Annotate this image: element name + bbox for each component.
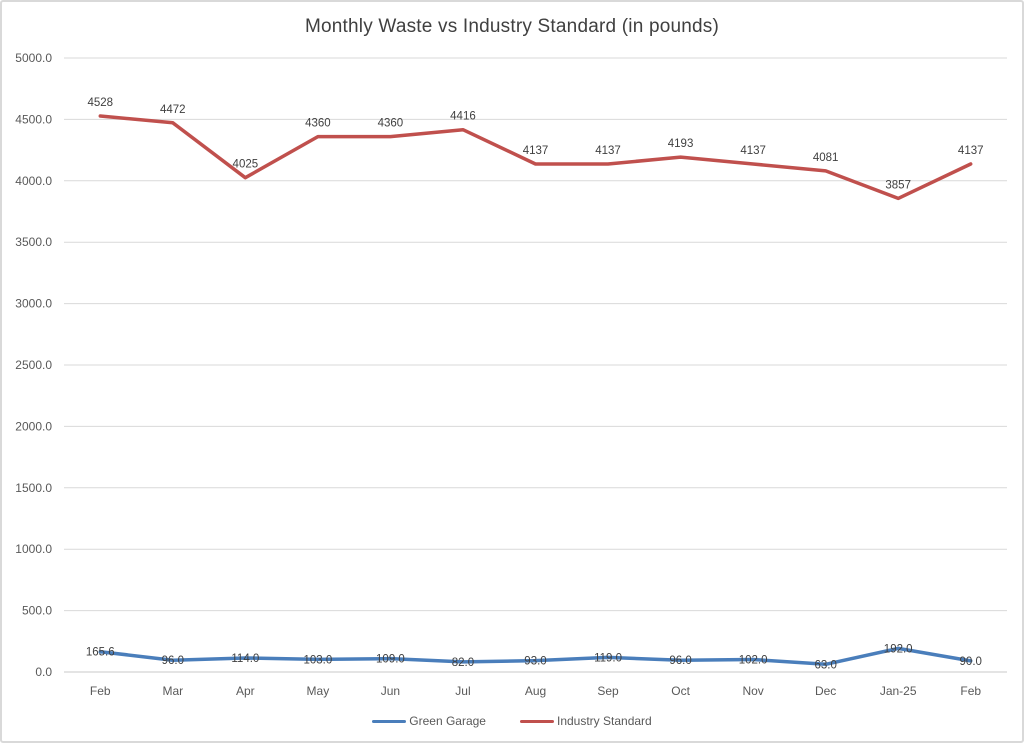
data-point-label: 4137 bbox=[595, 145, 621, 157]
data-point-label: 4472 bbox=[160, 104, 186, 116]
data-point-label: 93.0 bbox=[524, 656, 546, 668]
y-axis-tick-label: 0.0 bbox=[35, 665, 52, 679]
y-axis-tick-label: 1500.0 bbox=[15, 481, 52, 495]
data-point-label: 102.0 bbox=[739, 654, 768, 666]
x-axis-tick-label: Apr bbox=[236, 684, 255, 698]
data-point-label: 192.0 bbox=[884, 643, 913, 655]
x-axis-tick-labels: Feb Mar Apr May Jun Jul Aug Sep Oct Nov Dec Jan-25 F… bbox=[90, 684, 981, 698]
data-point-label: 4081 bbox=[813, 152, 839, 164]
y-axis-tick-label: 1000.0 bbox=[15, 542, 52, 556]
x-axis-tick-label: Feb bbox=[90, 684, 111, 698]
data-point-label: 4025 bbox=[233, 159, 259, 171]
data-point-label: 114.0 bbox=[231, 653, 259, 665]
data-point-label: 4137 bbox=[740, 145, 766, 157]
legend-line-swatch-green-garage bbox=[372, 719, 407, 723]
data-point-label: 63.0 bbox=[814, 659, 836, 671]
data-point-label: 96.0 bbox=[162, 655, 184, 667]
y-axis-tick-label: 4500.0 bbox=[15, 112, 52, 126]
y-axis-tick-label: 500.0 bbox=[22, 604, 52, 618]
data-point-label: 119.0 bbox=[594, 652, 622, 664]
y-axis-tick-label: 2500.0 bbox=[15, 358, 52, 372]
legend-line-swatch-industry-standard bbox=[519, 719, 554, 723]
x-axis-tick-label: May bbox=[307, 684, 330, 698]
series-line-green-garage bbox=[98, 646, 973, 667]
data-point-label: 109.0 bbox=[376, 654, 405, 666]
data-point-label: 4416 bbox=[450, 111, 476, 123]
x-axis-tick-label: Sep bbox=[597, 684, 619, 698]
data-point-label: 82.0 bbox=[452, 657, 474, 669]
data-point-label: 4137 bbox=[523, 145, 549, 157]
legend-item-industry-standard: Industry Standard bbox=[519, 714, 652, 728]
x-axis-tick-label: Jan-25 bbox=[880, 684, 917, 698]
x-axis-tick-label: Feb bbox=[960, 684, 981, 698]
data-point-label: 4137 bbox=[958, 145, 984, 157]
data-point-label: 4528 bbox=[87, 97, 113, 109]
x-axis-tick-label: Nov bbox=[742, 684, 763, 698]
data-point-label: 4360 bbox=[305, 118, 331, 130]
data-point-label: 165.6 bbox=[86, 647, 115, 659]
data-point-label: 103.0 bbox=[303, 654, 332, 666]
x-axis-tick-label: Mar bbox=[162, 684, 183, 698]
data-point-label: 90.0 bbox=[960, 656, 982, 668]
legend-label-industry-standard: Industry Standard bbox=[556, 714, 652, 728]
data-labels-industry-standard: 4528 4472 4025 4360 4360 4416 4137 4137 4193 4137… bbox=[87, 97, 983, 191]
series-line-industry-standard bbox=[98, 114, 973, 201]
y-axis-tick-labels: 0.0 500.0 1000.0 1500.0 2000.0 2500.0 3000.0 35… bbox=[15, 51, 52, 679]
y-axis-tick-label: 5000.0 bbox=[15, 51, 52, 65]
data-point-label: 3857 bbox=[885, 179, 911, 191]
x-axis-tick-label: Jun bbox=[381, 684, 400, 698]
legend-item-green-garage: Green Garage bbox=[372, 714, 486, 728]
x-axis-tick-label: Dec bbox=[815, 684, 836, 698]
data-labels-green-garage: 165.6 96.0 114.0 103.0 109.0 82.0 93.0 119.0 96.… bbox=[86, 643, 982, 671]
y-axis-tick-label: 3000.0 bbox=[15, 297, 52, 311]
legend: Green Garage Industry Standard bbox=[2, 714, 1022, 728]
gridlines bbox=[64, 57, 1007, 673]
y-axis-tick-label: 2000.0 bbox=[15, 419, 52, 433]
data-point-label: 4360 bbox=[378, 118, 404, 130]
chart-title: Monthly Waste vs Industry Standard (in p… bbox=[304, 16, 720, 37]
y-axis-tick-label: 3500.0 bbox=[15, 235, 52, 249]
data-point-label: 96.0 bbox=[669, 655, 691, 667]
y-axis-tick-label: 4000.0 bbox=[15, 174, 52, 188]
legend-label-green-garage: Green Garage bbox=[409, 714, 486, 728]
x-axis-tick-label: Oct bbox=[671, 684, 690, 698]
x-axis-tick-label: Aug bbox=[525, 684, 546, 698]
data-point-label: 4193 bbox=[668, 138, 694, 150]
x-axis-tick-label: Jul bbox=[455, 684, 470, 698]
